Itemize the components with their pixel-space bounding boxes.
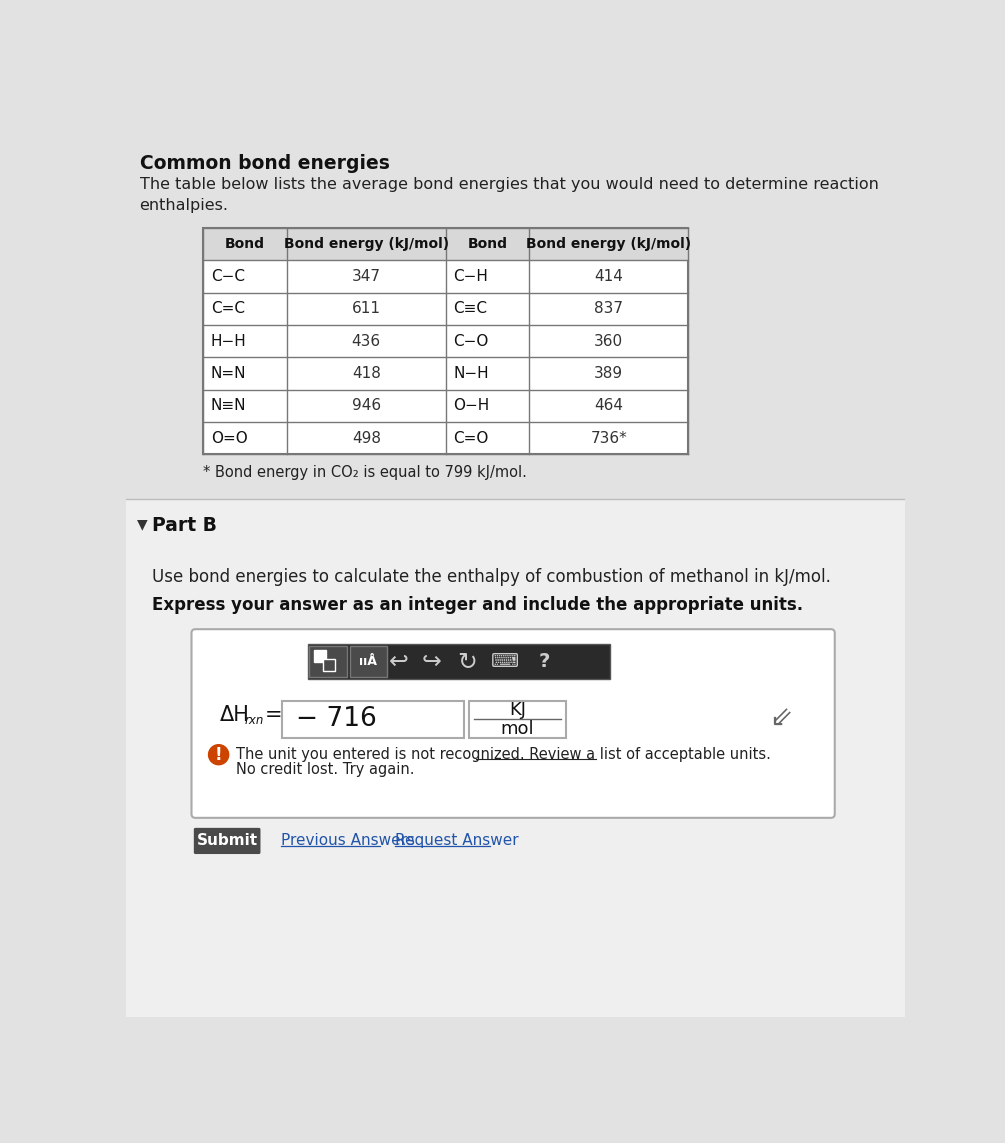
FancyBboxPatch shape (203, 227, 688, 455)
Text: =: = (265, 705, 282, 725)
Text: Bond energy (kJ/mol): Bond energy (kJ/mol) (527, 238, 691, 251)
Text: !: ! (215, 745, 222, 764)
Text: − 716: − 716 (296, 706, 377, 733)
Text: 418: 418 (352, 366, 381, 381)
Text: Request Answer: Request Answer (395, 833, 519, 848)
Text: C−O: C−O (453, 334, 488, 349)
Text: * Bond energy in CO₂ is equal to 799 kJ/mol.: * Bond energy in CO₂ is equal to 799 kJ/… (203, 465, 527, 480)
Text: ⌨: ⌨ (491, 652, 520, 671)
FancyBboxPatch shape (350, 646, 387, 677)
FancyBboxPatch shape (469, 701, 566, 737)
Text: C=O: C=O (453, 431, 488, 446)
Text: mol: mol (500, 720, 535, 737)
FancyBboxPatch shape (203, 227, 688, 261)
Text: N=N: N=N (211, 366, 246, 381)
Text: Submit: Submit (197, 833, 257, 848)
Text: No credit lost. Try again.: No credit lost. Try again. (236, 762, 414, 777)
Text: ııÅ: ııÅ (359, 655, 377, 668)
Text: ΔH: ΔH (220, 705, 250, 725)
FancyBboxPatch shape (192, 629, 835, 818)
Text: Bond: Bond (225, 238, 265, 251)
Text: ▼: ▼ (137, 518, 147, 531)
Text: N−H: N−H (453, 366, 489, 381)
Text: 498: 498 (352, 431, 381, 446)
Text: ↻: ↻ (456, 649, 476, 673)
Text: C≡C: C≡C (453, 302, 487, 317)
Text: H−H: H−H (211, 334, 246, 349)
Text: 946: 946 (352, 399, 381, 414)
Text: The unit you entered is not recognized. Review a list of acceptable units.: The unit you entered is not recognized. … (236, 748, 771, 762)
Text: 736*: 736* (591, 431, 627, 446)
FancyBboxPatch shape (126, 499, 904, 1017)
Text: C−H: C−H (453, 269, 488, 283)
Text: ↪: ↪ (422, 649, 441, 673)
FancyBboxPatch shape (310, 646, 347, 677)
Text: rxn: rxn (245, 713, 264, 727)
Text: C−C: C−C (211, 269, 245, 283)
FancyBboxPatch shape (282, 701, 464, 737)
FancyBboxPatch shape (324, 660, 335, 671)
Text: 414: 414 (594, 269, 623, 283)
Text: 360: 360 (594, 334, 623, 349)
Text: O=O: O=O (211, 431, 247, 446)
FancyBboxPatch shape (194, 828, 260, 854)
Text: Part B: Part B (152, 515, 217, 535)
FancyBboxPatch shape (314, 650, 326, 662)
Text: C=C: C=C (211, 302, 245, 317)
Text: Use bond energies to calculate the enthalpy of combustion of methanol in kJ/mol.: Use bond energies to calculate the entha… (152, 568, 831, 586)
Text: ⇙: ⇙ (769, 704, 792, 732)
Text: N≡N: N≡N (211, 399, 246, 414)
Text: The table below lists the average bond energies that you would need to determine: The table below lists the average bond e… (140, 177, 878, 214)
Text: ↩: ↩ (389, 649, 409, 673)
Text: 347: 347 (352, 269, 381, 283)
Text: Bond energy (kJ/mol): Bond energy (kJ/mol) (283, 238, 449, 251)
FancyBboxPatch shape (308, 644, 610, 679)
Text: Previous Answers: Previous Answers (280, 833, 415, 848)
Text: Express your answer as an integer and include the appropriate units.: Express your answer as an integer and in… (152, 597, 803, 614)
Text: 389: 389 (594, 366, 623, 381)
Text: 436: 436 (352, 334, 381, 349)
Text: O−H: O−H (453, 399, 489, 414)
Text: 464: 464 (594, 399, 623, 414)
Text: Bond: Bond (467, 238, 508, 251)
Text: KJ: KJ (509, 701, 526, 719)
Text: 837: 837 (594, 302, 623, 317)
Text: 611: 611 (352, 302, 381, 317)
Circle shape (209, 745, 229, 765)
Text: ?: ? (539, 652, 550, 671)
Text: Common bond energies: Common bond energies (140, 154, 390, 173)
